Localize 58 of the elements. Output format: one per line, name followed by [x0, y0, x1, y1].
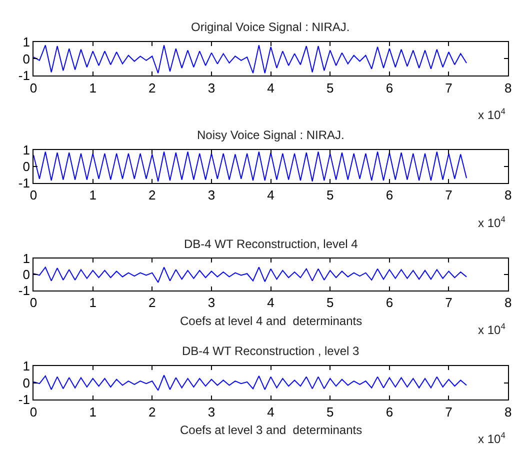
text: x 10$^{4}$ [478, 106, 506, 122]
chart-title: Original Voice Signal : NIRAJ. [191, 20, 350, 34]
line-series [34, 151, 468, 182]
x-tick-label: 5 [326, 188, 334, 203]
y-tick-label: -1 [18, 282, 30, 298]
x-tick-label: 4 [267, 294, 274, 310]
y-tick-label: 1 [22, 34, 30, 50]
y-tick-label: -1 [18, 392, 30, 408]
chart-title: DB-4 WT Reconstruction , level 3 [182, 344, 360, 358]
x-tick-label: 6 [386, 188, 394, 203]
x-tick-label: 7 [445, 404, 452, 420]
y-tick-label: 0 [22, 159, 30, 174]
y-tick-label: 1 [22, 358, 30, 374]
x-tick-label: 6 [386, 294, 394, 310]
x-tick-label: 6 [386, 80, 394, 96]
y-tick-label: 0 [22, 51, 30, 66]
x-tick-label: 1 [89, 294, 96, 310]
x-tick-label: 3 [208, 188, 216, 203]
x-tick-label: 2 [148, 294, 156, 310]
x-tick-label: 2 [148, 80, 156, 96]
chart-title: Noisy Voice Signal : NIRAJ. [197, 128, 344, 142]
x-tick-label: 2 [148, 404, 156, 420]
x-tick-label: 3 [208, 404, 216, 420]
y-tick-label: 0 [22, 266, 30, 282]
x-tick-label: 7 [445, 294, 452, 310]
text: x 10$^{4}$ [478, 430, 506, 446]
y-tick-label: 1 [22, 251, 30, 266]
x-tick-label: 3 [208, 80, 216, 96]
x-axis-title: Coefs at level 4 and determinants [180, 314, 362, 328]
line-series [34, 374, 468, 391]
x-tick-label: 5 [326, 404, 334, 420]
y-tick-label: -1 [18, 68, 30, 84]
y-tick-label: 0 [22, 375, 30, 390]
x-tick-label: 8 [504, 404, 512, 420]
x-tick-label: 1 [89, 404, 96, 420]
x-tick-label: 6 [386, 404, 394, 420]
x-tick-label: 8 [504, 188, 512, 203]
text: x 10$^{4}$ [478, 214, 506, 230]
line-series [34, 44, 468, 74]
x-tick-label: 5 [326, 80, 334, 96]
x-tick-label: 8 [504, 294, 512, 310]
x-tick-label: 4 [267, 188, 274, 203]
x-tick-label: 8 [504, 80, 512, 96]
text: x 10$^{4}$ [478, 321, 506, 338]
x-axis-title: Coefs at level 3 and determinants [180, 423, 362, 437]
x-tick-label: 2 [148, 188, 156, 203]
chart-title: DB-4 WT Reconstruction, level 4 [184, 237, 358, 251]
y-tick-label: -1 [18, 176, 30, 191]
x-tick-label: 7 [445, 188, 452, 203]
x-tick-label: 5 [326, 294, 334, 310]
x-tick-label: 3 [208, 294, 216, 310]
x-tick-label: 1 [89, 80, 96, 96]
y-tick-label: 1 [22, 142, 30, 158]
line-series [34, 266, 468, 283]
x-tick-label: 4 [267, 80, 274, 96]
x-tick-label: 7 [445, 80, 452, 96]
x-tick-label: 1 [89, 188, 96, 203]
x-tick-label: 4 [267, 404, 274, 420]
